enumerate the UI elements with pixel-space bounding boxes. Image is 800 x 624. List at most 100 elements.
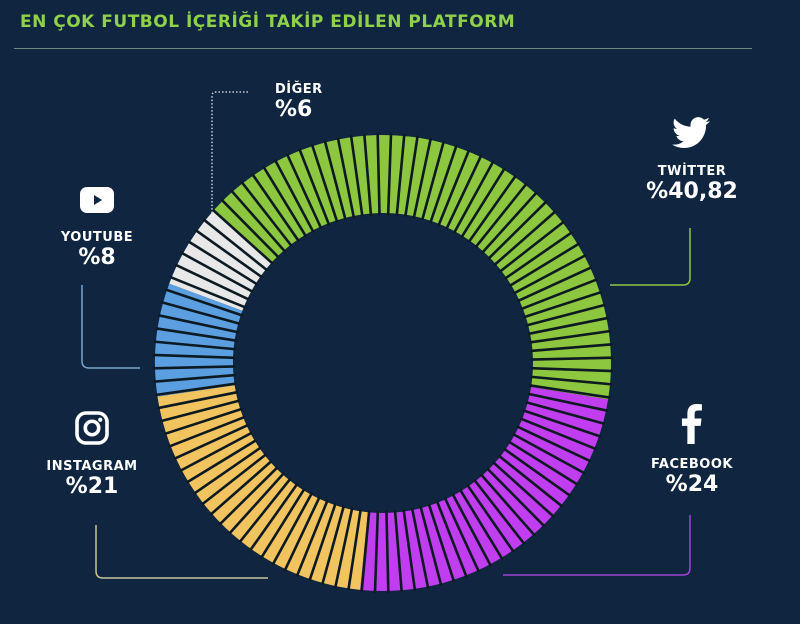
leader-line-youtube	[81, 285, 140, 369]
ring-separator	[157, 313, 239, 334]
ring-separator	[530, 356, 613, 361]
ring-separator	[473, 478, 526, 546]
ring-separator	[347, 509, 362, 591]
ring-separator	[523, 290, 603, 319]
donut-slice-instagram	[157, 385, 368, 590]
ring-separator	[530, 375, 613, 386]
ring-separator	[452, 160, 495, 234]
slice-value: %24	[665, 472, 719, 497]
ring-separator	[173, 423, 250, 461]
ring-separator	[527, 316, 609, 336]
ring-separator	[419, 505, 443, 586]
ring-separator	[200, 453, 268, 506]
ring-separator	[445, 154, 483, 230]
label-twitter: TWİTTER %40,82	[646, 164, 738, 205]
ring-separator	[168, 415, 246, 448]
ring-separator	[458, 488, 504, 561]
ring-separator	[519, 417, 597, 451]
ring-separator	[498, 220, 566, 273]
ring-separator	[228, 472, 285, 535]
ring-separator	[385, 510, 390, 593]
ring-separator	[193, 446, 263, 495]
ring-separator	[157, 390, 239, 410]
slice-value: %8	[78, 245, 116, 270]
ring-separator	[402, 509, 417, 591]
ring-separator	[155, 382, 237, 397]
ring-separator	[529, 384, 611, 399]
ring-separator	[336, 137, 356, 219]
ring-separator	[163, 407, 243, 436]
ring-separator	[238, 477, 292, 544]
ring-separator	[373, 510, 380, 593]
ring-separator	[393, 510, 404, 593]
slice-value: %6	[275, 97, 313, 122]
ring-separator	[435, 500, 468, 578]
chart-title: EN ÇOK FUTBOL İÇERİĞİ TAKİP EDİLEN PLATF…	[20, 12, 516, 32]
ring-separator	[451, 493, 493, 567]
donut-slice-facebook	[360, 387, 609, 591]
ring-separator	[285, 153, 323, 230]
ring-separator	[160, 300, 241, 326]
ring-separator	[185, 438, 258, 484]
ring-separator	[427, 503, 456, 583]
ring-separator	[194, 228, 264, 279]
ring-separator	[211, 208, 274, 265]
ring-separator	[320, 505, 346, 586]
ring-separator	[516, 265, 593, 303]
ring-separator	[412, 137, 433, 219]
slice-label: YOUTUBE	[60, 230, 134, 245]
ring-separator	[323, 140, 347, 221]
ring-separator	[248, 482, 299, 552]
ring-separator	[530, 366, 613, 373]
ring-separator	[487, 200, 548, 260]
ring-separator	[525, 303, 606, 327]
ring-separator	[153, 365, 236, 370]
ring-separator	[410, 507, 430, 589]
ring-separator	[404, 135, 419, 217]
ring-separator	[529, 329, 611, 344]
slice-label: TWİTTER	[657, 164, 727, 179]
ring-separator	[481, 191, 538, 254]
ring-separator	[164, 288, 244, 317]
facebook-icon	[679, 404, 703, 448]
ring-separator	[333, 507, 354, 589]
ring-separator	[153, 353, 236, 360]
ring-separator	[360, 510, 371, 593]
ring-separator	[169, 275, 247, 309]
ring-separator	[160, 399, 241, 423]
ring-separator	[349, 135, 364, 217]
ring-separator	[310, 143, 339, 223]
ring-separator	[202, 218, 269, 272]
ring-separator	[497, 454, 564, 508]
ring-separator	[362, 133, 373, 216]
ring-separator	[295, 499, 329, 577]
ring-separator	[460, 167, 506, 239]
youtube-icon	[79, 186, 115, 218]
ring-separator	[386, 133, 393, 216]
slice-value: %40,82	[646, 179, 738, 204]
ring-separator	[522, 409, 602, 438]
ring-separator	[530, 342, 613, 353]
ring-separator	[153, 340, 236, 351]
ring-separator	[218, 466, 279, 526]
ring-separator	[262, 165, 308, 238]
ring-separator	[240, 180, 293, 248]
ring-separator	[513, 253, 587, 295]
ring-separator	[512, 432, 586, 475]
slice-label: FACEBOOK	[651, 457, 733, 472]
slice-label: DİĞER	[275, 82, 323, 97]
ring-separator	[429, 144, 458, 224]
ring-separator	[420, 140, 446, 221]
ring-separator	[155, 327, 237, 342]
ring-separator	[308, 502, 337, 582]
ring-separator	[503, 231, 573, 280]
instagram-icon	[74, 410, 110, 450]
twitter-bird-icon	[672, 117, 710, 153]
title-divider	[14, 48, 752, 49]
ring-separator	[507, 440, 579, 486]
ring-separator	[273, 159, 315, 233]
ring-separator	[153, 373, 236, 384]
ring-separator	[180, 251, 254, 294]
ring-separator	[493, 210, 557, 267]
